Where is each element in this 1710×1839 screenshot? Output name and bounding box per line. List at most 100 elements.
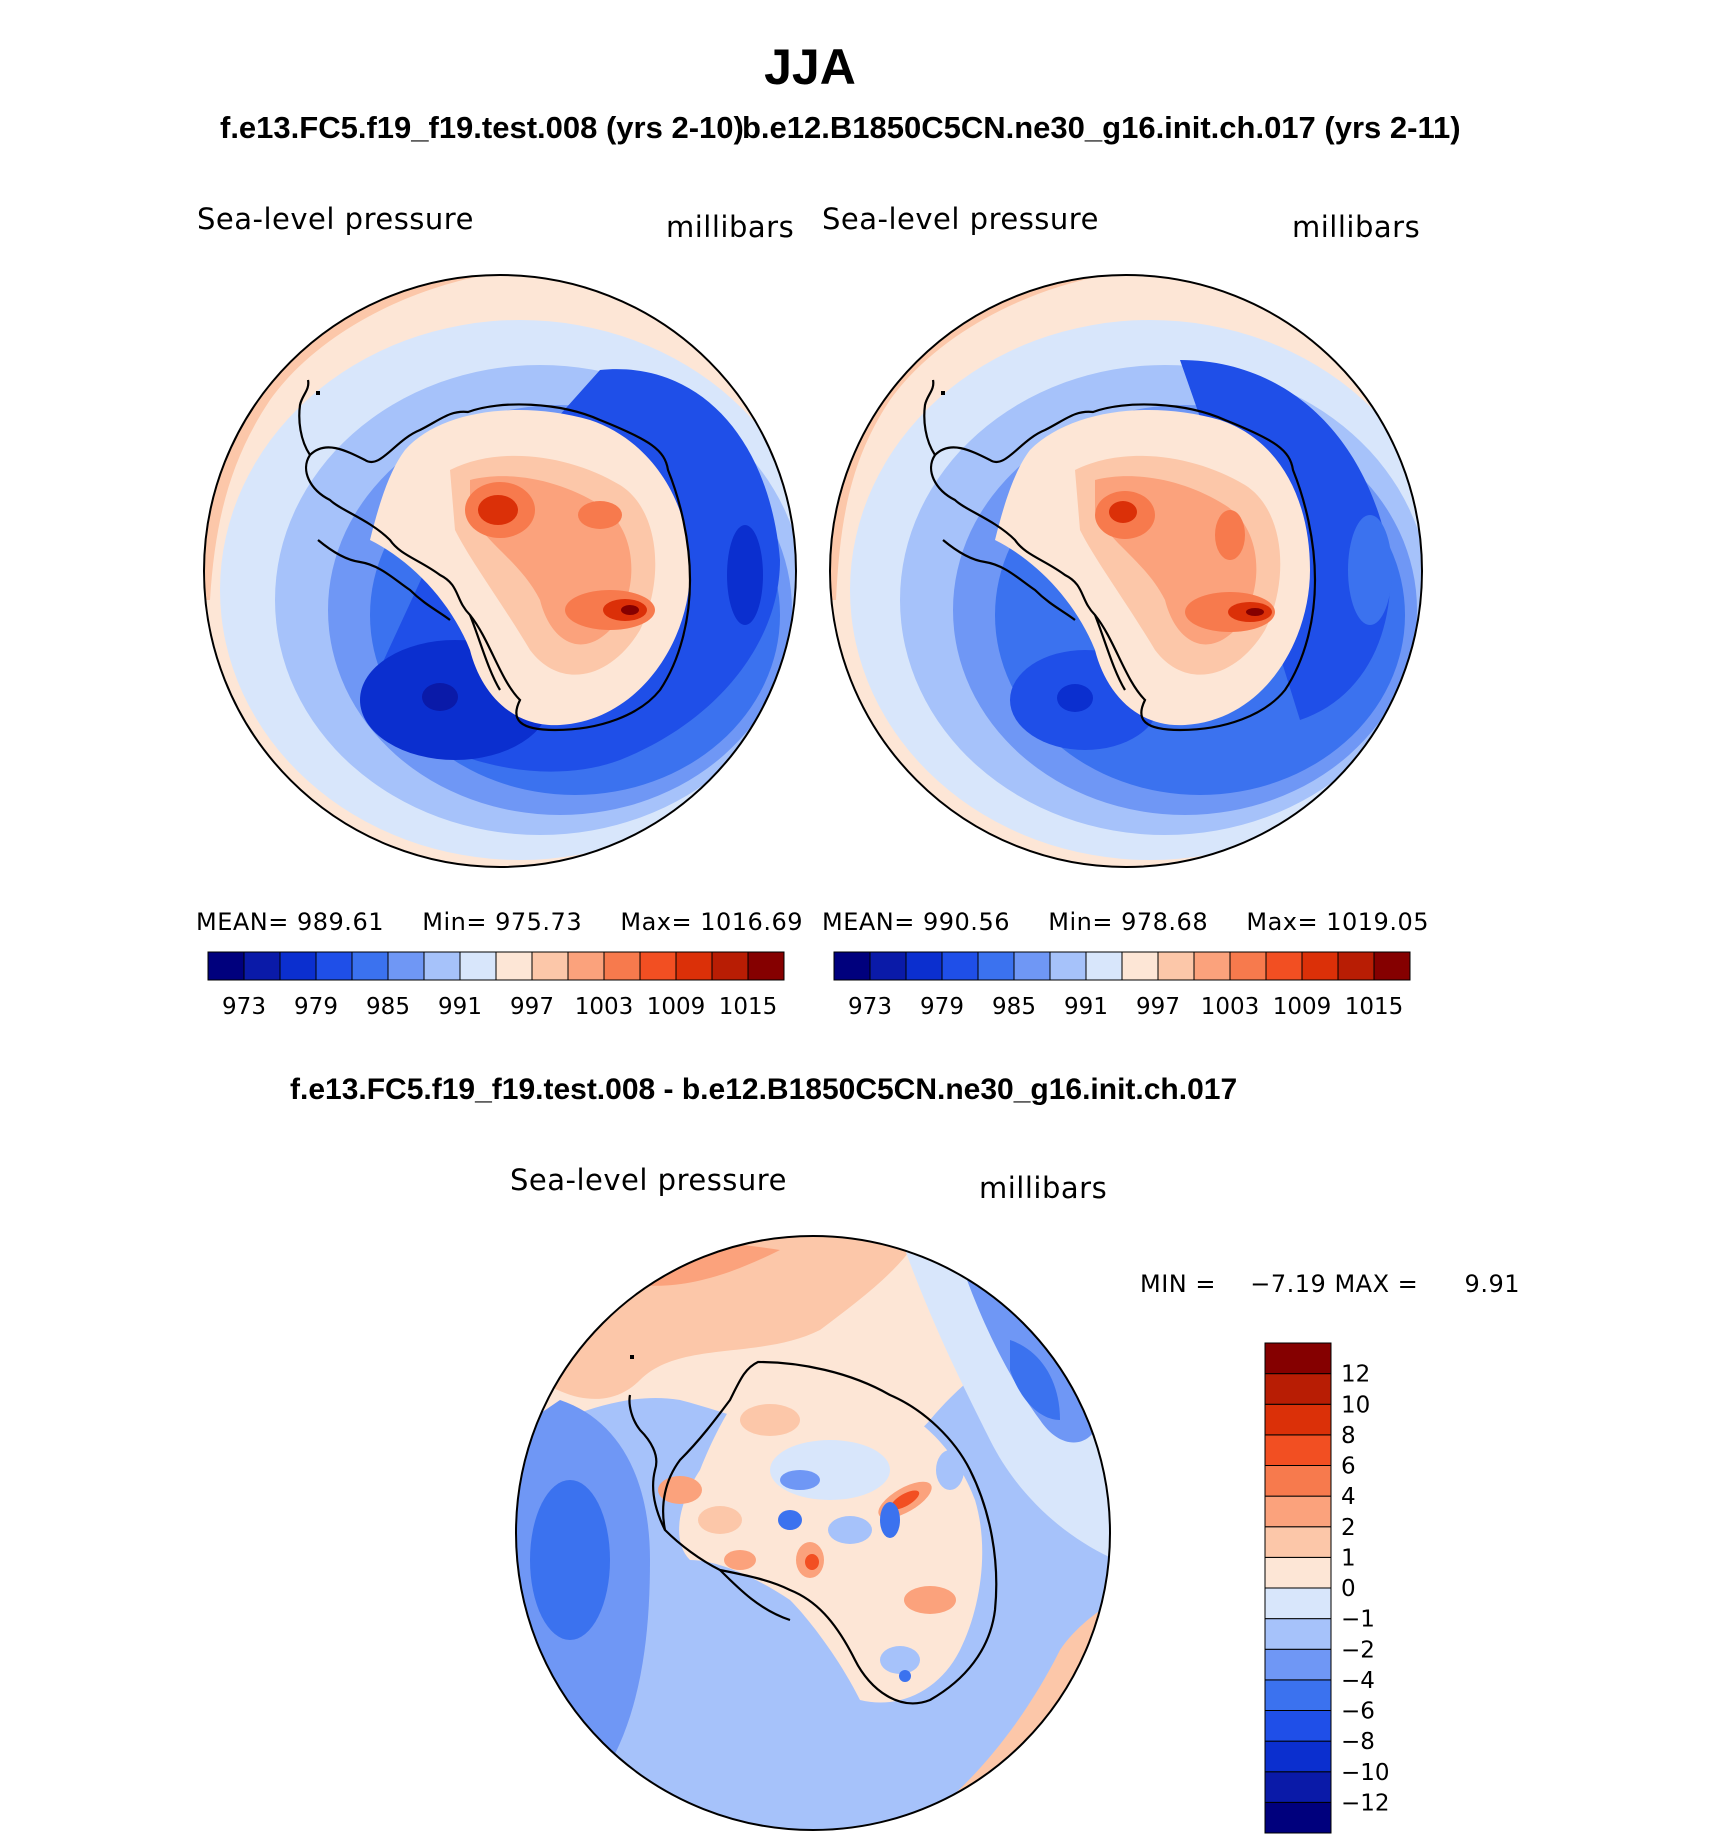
panel3-max: 9.91 — [1464, 1270, 1520, 1298]
panel2-colorbar-box — [1229, 951, 1267, 981]
panel1-min-label: Min= — [422, 908, 487, 936]
panel3-units: millibars — [979, 1171, 1108, 1205]
panel2-max: 1019.05 — [1326, 908, 1429, 936]
panel3-min: −7.19 — [1250, 1270, 1327, 1298]
panel1-max: 1016.69 — [700, 908, 803, 936]
panel1-mean: 989.61 — [297, 908, 384, 936]
panel1-colorbar-tick-label: 1015 — [719, 994, 778, 1020]
panel3-colorbar-tick-label: −4 — [1341, 1668, 1375, 1694]
panel1-units: millibars — [666, 210, 795, 244]
panel3-colorbar-box — [1264, 1679, 1332, 1711]
panel2-colorbar-box — [1193, 951, 1231, 981]
panel3-colorbar-box — [1264, 1465, 1332, 1497]
panel2-colorbar-tick-label: 1003 — [1201, 994, 1260, 1020]
panel3-colorbar-box — [1264, 1342, 1332, 1375]
panel1-colorbar-box — [207, 951, 245, 981]
colorbars: 973 979 985 991 997 1003 1009 1015 973 979 985 991 9… — [207, 951, 1411, 1834]
panel3-variable: Sea-level pressure — [510, 1163, 787, 1197]
panel3-colorbar-tick-label: 1 — [1341, 1545, 1356, 1571]
panel2-variable: Sea-level pressure — [822, 202, 1099, 236]
panel1-colorbar-box — [315, 951, 353, 981]
panel3-colorbar-tick-label: 6 — [1341, 1454, 1356, 1480]
panel2-mean: 990.56 — [923, 908, 1010, 936]
panel-title-left: f.e13.FC5.f19_f19.test.008 (yrs 2-10) — [220, 110, 744, 145]
panel1-colorbar-box — [711, 951, 749, 981]
panel2-min: 978.68 — [1121, 908, 1209, 936]
panel2-colorbar-box — [1049, 951, 1087, 981]
panel1-min: 975.73 — [495, 908, 583, 936]
panel3-colorbar-tick-label: 8 — [1341, 1423, 1356, 1449]
panel2-colorbar-box — [869, 951, 907, 981]
panel1-stats: MEAN= 989.61 Min= 975.73 Max= 1016.69 — [196, 908, 803, 936]
panel1-colorbar-box — [747, 951, 785, 981]
panel2-colorbar-box — [1337, 951, 1375, 981]
panel3-colorbar-tick-label: −8 — [1341, 1729, 1375, 1755]
panel3-colorbar-box — [1264, 1403, 1332, 1436]
panel1-mean-label: MEAN= — [196, 908, 289, 936]
panel1-colorbar-tick-label: 991 — [438, 994, 482, 1020]
panel1-colorbar-tick-label: 979 — [294, 994, 338, 1020]
panel1-colorbar-box — [531, 951, 569, 981]
panel3-colorbar-tick-label: 2 — [1341, 1515, 1356, 1541]
panel2-colorbar-box — [1085, 951, 1123, 981]
panel3-colorbar-tick-label: −10 — [1341, 1760, 1390, 1786]
panel3-min-label: MIN = — [1140, 1270, 1216, 1298]
panel3-colorbar-box — [1264, 1373, 1332, 1405]
panel2-colorbar-tick-label: 991 — [1064, 994, 1108, 1020]
panel1-colorbar-box — [675, 951, 713, 981]
panel2-colorbar-tick-label: 997 — [1136, 994, 1180, 1020]
panel2-colorbar-box — [1301, 951, 1339, 981]
panel1-colorbar-box — [459, 951, 497, 981]
panel-title-right: b.e12.B1850C5CN.ne30_g16.init.ch.017 (yr… — [742, 110, 1461, 145]
panel3-colorbar-tick-label: −1 — [1341, 1607, 1375, 1633]
panel1-colorbar-box — [495, 951, 533, 981]
panel3-colorbar-box — [1264, 1618, 1332, 1650]
map-panel-1 — [204, 275, 796, 867]
panel2-units: millibars — [1292, 210, 1421, 244]
panel3-colorbar-box — [1264, 1648, 1332, 1681]
map-panel-2 — [830, 275, 1422, 867]
panel3-stats: MIN = −7.19 MAX = 9.91 — [1140, 1270, 1520, 1298]
panel1-colorbar-box — [351, 951, 389, 981]
panel2-colorbar-box — [941, 951, 979, 981]
panel3-colorbar-tick-label: −6 — [1341, 1699, 1375, 1725]
panel2-colorbar-box — [1373, 951, 1411, 981]
panel3-colorbar-tick-label: −2 — [1341, 1637, 1375, 1663]
panel2-max-label: Max= — [1246, 908, 1319, 936]
panel1-colorbar-tick-label: 973 — [222, 994, 266, 1020]
map3-border — [515, 1235, 1111, 1831]
panel3-colorbar-tick-label: 12 — [1341, 1362, 1370, 1388]
panel1-colorbar-box — [279, 951, 317, 981]
diff-title: f.e13.FC5.f19_f19.test.008 - b.e12.B1850… — [290, 1073, 1238, 1106]
panel2-colorbar-box — [1013, 951, 1051, 981]
panel3-colorbar-box — [1264, 1526, 1332, 1558]
panel3-colorbar-box — [1264, 1434, 1332, 1466]
panel2-colorbar-tick-label: 1009 — [1273, 994, 1332, 1020]
panel3-colorbar-tick-label: 0 — [1341, 1576, 1356, 1602]
panel2-colorbar-box — [1265, 951, 1303, 981]
panel3-colorbar-box — [1264, 1740, 1332, 1773]
panel2-colorbar-box — [1121, 951, 1159, 981]
panel3-colorbar-box — [1264, 1556, 1332, 1589]
panel2-colorbar-box — [977, 951, 1015, 981]
panel1-variable: Sea-level pressure — [197, 202, 474, 236]
panel1-colorbar-tick-label: 985 — [366, 994, 410, 1020]
panel2-colorbar-box — [905, 951, 943, 981]
panel2-colorbar-box — [1157, 951, 1195, 981]
panel2-mean-label: MEAN= — [822, 908, 915, 936]
panel3-colorbar-tick-label: 10 — [1341, 1392, 1370, 1418]
panel1-colorbar-box — [243, 951, 281, 981]
panel1-max-label: Max= — [620, 908, 693, 936]
panel1-colorbar-box — [423, 951, 461, 981]
panel3-colorbar-box — [1264, 1771, 1332, 1803]
panel3-colorbar-tick-label: 4 — [1341, 1484, 1356, 1510]
panel1-colorbar-tick-label: 1003 — [575, 994, 634, 1020]
panel2-colorbar-tick-label: 1015 — [1345, 994, 1404, 1020]
panel1-colorbar-box — [603, 951, 641, 981]
panel2-min-label: Min= — [1048, 908, 1113, 936]
panel3-colorbar-box — [1264, 1710, 1332, 1742]
panel1-colorbar-box — [639, 951, 677, 981]
season-title: JJA — [764, 39, 856, 95]
panel1-colorbar-tick-label: 1009 — [647, 994, 706, 1020]
